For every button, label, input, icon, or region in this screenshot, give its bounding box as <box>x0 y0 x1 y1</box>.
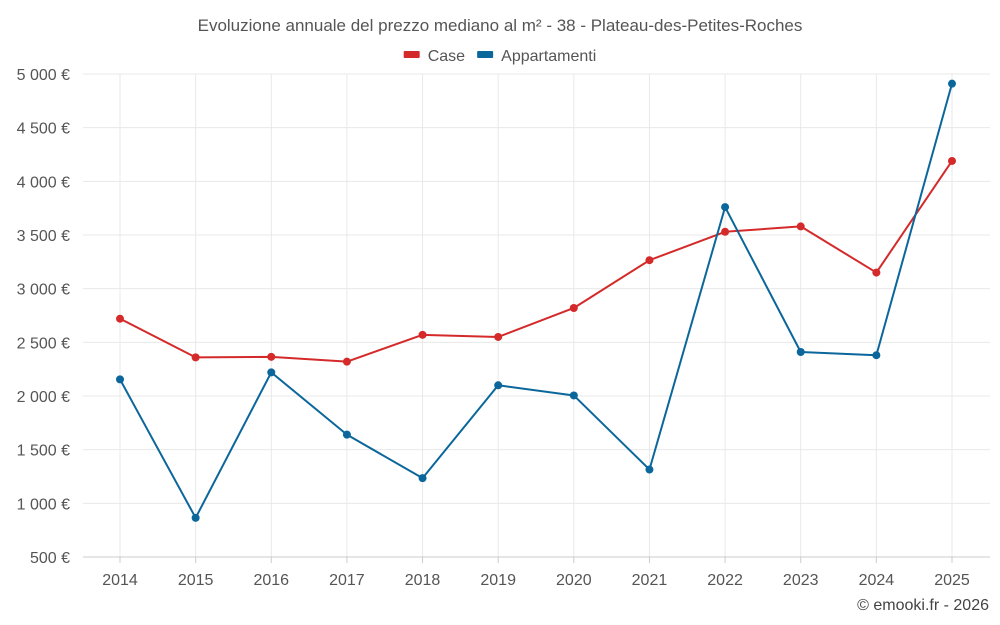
data-point-appartamenti[interactable] <box>342 430 351 439</box>
x-tick-label: 2018 <box>405 572 441 589</box>
x-tick-label: 2022 <box>707 572 743 589</box>
x-axis: 2014 2015 2016 2017 2018 2019 2020 2021 2022 2023… <box>83 556 990 589</box>
y-tick-label: 1 000 € <box>17 496 70 513</box>
legend-label-case[interactable]: Case <box>428 48 465 65</box>
x-tick-label: 2014 <box>102 572 138 589</box>
data-point-case[interactable] <box>569 303 578 312</box>
data-point-appartamenti[interactable] <box>191 513 200 522</box>
data-point-appartamenti[interactable] <box>872 351 881 360</box>
data-point-case[interactable] <box>645 256 654 265</box>
data-point-appartamenti[interactable] <box>569 391 578 400</box>
x-tick-label: 2023 <box>783 572 819 589</box>
y-tick-label: 500 € <box>30 550 70 567</box>
data-point-appartamenti[interactable] <box>418 474 427 483</box>
data-point-appartamenti[interactable] <box>721 203 730 212</box>
y-tick-label: 4 000 € <box>17 174 70 191</box>
data-point-appartamenti[interactable] <box>645 465 654 474</box>
data-point-case[interactable] <box>948 156 956 165</box>
legend-swatch-appartamenti[interactable] <box>477 51 494 58</box>
series-line-appartamenti <box>119 83 953 519</box>
y-tick-label: 2 500 € <box>17 335 70 352</box>
data-point-case[interactable] <box>796 222 805 231</box>
x-tick-label: 2015 <box>178 572 214 589</box>
y-tick-label: 1 500 € <box>17 443 70 460</box>
x-tick-label: 2021 <box>632 572 668 589</box>
x-tick-label: 2017 <box>329 572 365 589</box>
data-point-case[interactable] <box>721 227 730 236</box>
y-tick-label: 3 500 € <box>17 228 70 245</box>
x-tick-label: 2019 <box>480 572 516 589</box>
x-tick-label: 2025 <box>934 572 970 589</box>
chart-title: Evoluzione annuale del prezzo mediano al… <box>198 16 803 35</box>
data-point-appartamenti[interactable] <box>796 347 805 356</box>
x-tick-label: 2020 <box>556 572 592 589</box>
y-tick-label: 5 000 € <box>17 67 70 84</box>
legend-swatch-case[interactable] <box>403 51 420 58</box>
data-point-case[interactable] <box>872 268 881 277</box>
y-tick-label: 4 500 € <box>17 121 70 138</box>
data-point-case[interactable] <box>494 332 503 341</box>
legend: Case Appartamenti <box>403 48 596 65</box>
credit-text: © emooki.fr - 2026 <box>857 597 989 614</box>
data-point-appartamenti[interactable] <box>494 381 503 390</box>
y-tick-label: 3 000 € <box>17 282 70 299</box>
legend-label-appartamenti[interactable]: Appartamenti <box>501 48 596 65</box>
data-point-case[interactable] <box>267 352 276 361</box>
data-point-case[interactable] <box>418 330 427 339</box>
series-line-case <box>119 160 953 363</box>
series-case <box>116 156 956 366</box>
series-appartamenti <box>116 79 956 522</box>
x-tick-label: 2016 <box>253 572 289 589</box>
series-layer <box>116 79 956 522</box>
data-point-appartamenti[interactable] <box>267 368 276 377</box>
y-tick-label: 2 000 € <box>17 389 70 406</box>
data-point-case[interactable] <box>116 314 124 323</box>
data-point-case[interactable] <box>191 353 200 362</box>
data-point-appartamenti[interactable] <box>948 79 956 88</box>
y-axis: 500 € 1 000 € 1 500 € 2 000 € 2 500 € 3 000 €… <box>17 67 70 567</box>
grid <box>83 73 990 558</box>
data-point-case[interactable] <box>342 357 351 366</box>
x-tick-label: 2024 <box>859 572 895 589</box>
data-point-appartamenti[interactable] <box>116 375 124 384</box>
